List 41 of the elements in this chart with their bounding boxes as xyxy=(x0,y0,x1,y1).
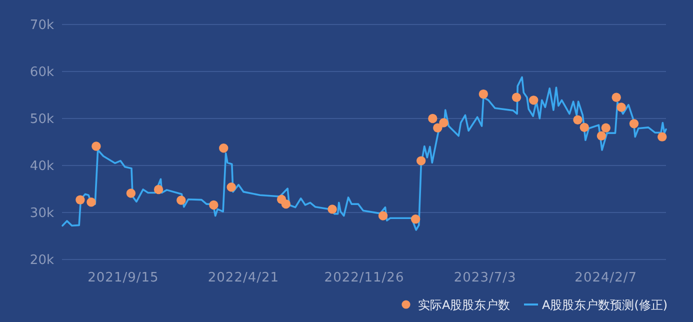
x-tick-label: 2022/4/21 xyxy=(208,270,280,286)
x-tick-label: 2024/2/7 xyxy=(574,270,638,286)
point xyxy=(416,156,426,166)
point xyxy=(154,184,164,194)
point xyxy=(92,142,101,151)
x-tick-label: 2021/9/15 xyxy=(88,270,159,286)
point xyxy=(428,114,438,124)
point xyxy=(612,92,621,102)
point xyxy=(529,96,538,105)
y-tick-label: 30k xyxy=(30,206,54,221)
point xyxy=(512,92,522,102)
x-tick-label: 2022/11/26 xyxy=(324,270,404,286)
legend-label: A股股东户数预测(修正) xyxy=(542,298,668,312)
point xyxy=(596,131,606,140)
y-tick-label: 40k xyxy=(30,159,54,174)
point xyxy=(328,204,337,214)
point xyxy=(378,211,388,220)
point xyxy=(580,122,589,132)
point xyxy=(219,144,228,153)
y-tick-label: 50k xyxy=(30,112,54,127)
point xyxy=(573,115,582,125)
point xyxy=(433,123,442,132)
point xyxy=(439,118,448,128)
legend-label: 实际A股股东户数 xyxy=(418,298,510,312)
point xyxy=(126,188,136,198)
point xyxy=(209,200,218,210)
point xyxy=(658,132,667,142)
x-tick-label: 2023/7/3 xyxy=(454,270,516,286)
point xyxy=(86,198,96,207)
point xyxy=(601,123,610,132)
point xyxy=(281,199,291,209)
y-tick-label: 20k xyxy=(30,253,54,268)
point xyxy=(629,119,639,128)
point xyxy=(410,214,420,224)
point xyxy=(226,182,236,192)
point xyxy=(616,102,626,112)
point xyxy=(478,89,488,99)
y-tick-label: 60k xyxy=(30,65,54,80)
point xyxy=(76,195,85,204)
y-tick-label: 70k xyxy=(30,18,54,33)
point xyxy=(176,196,186,205)
